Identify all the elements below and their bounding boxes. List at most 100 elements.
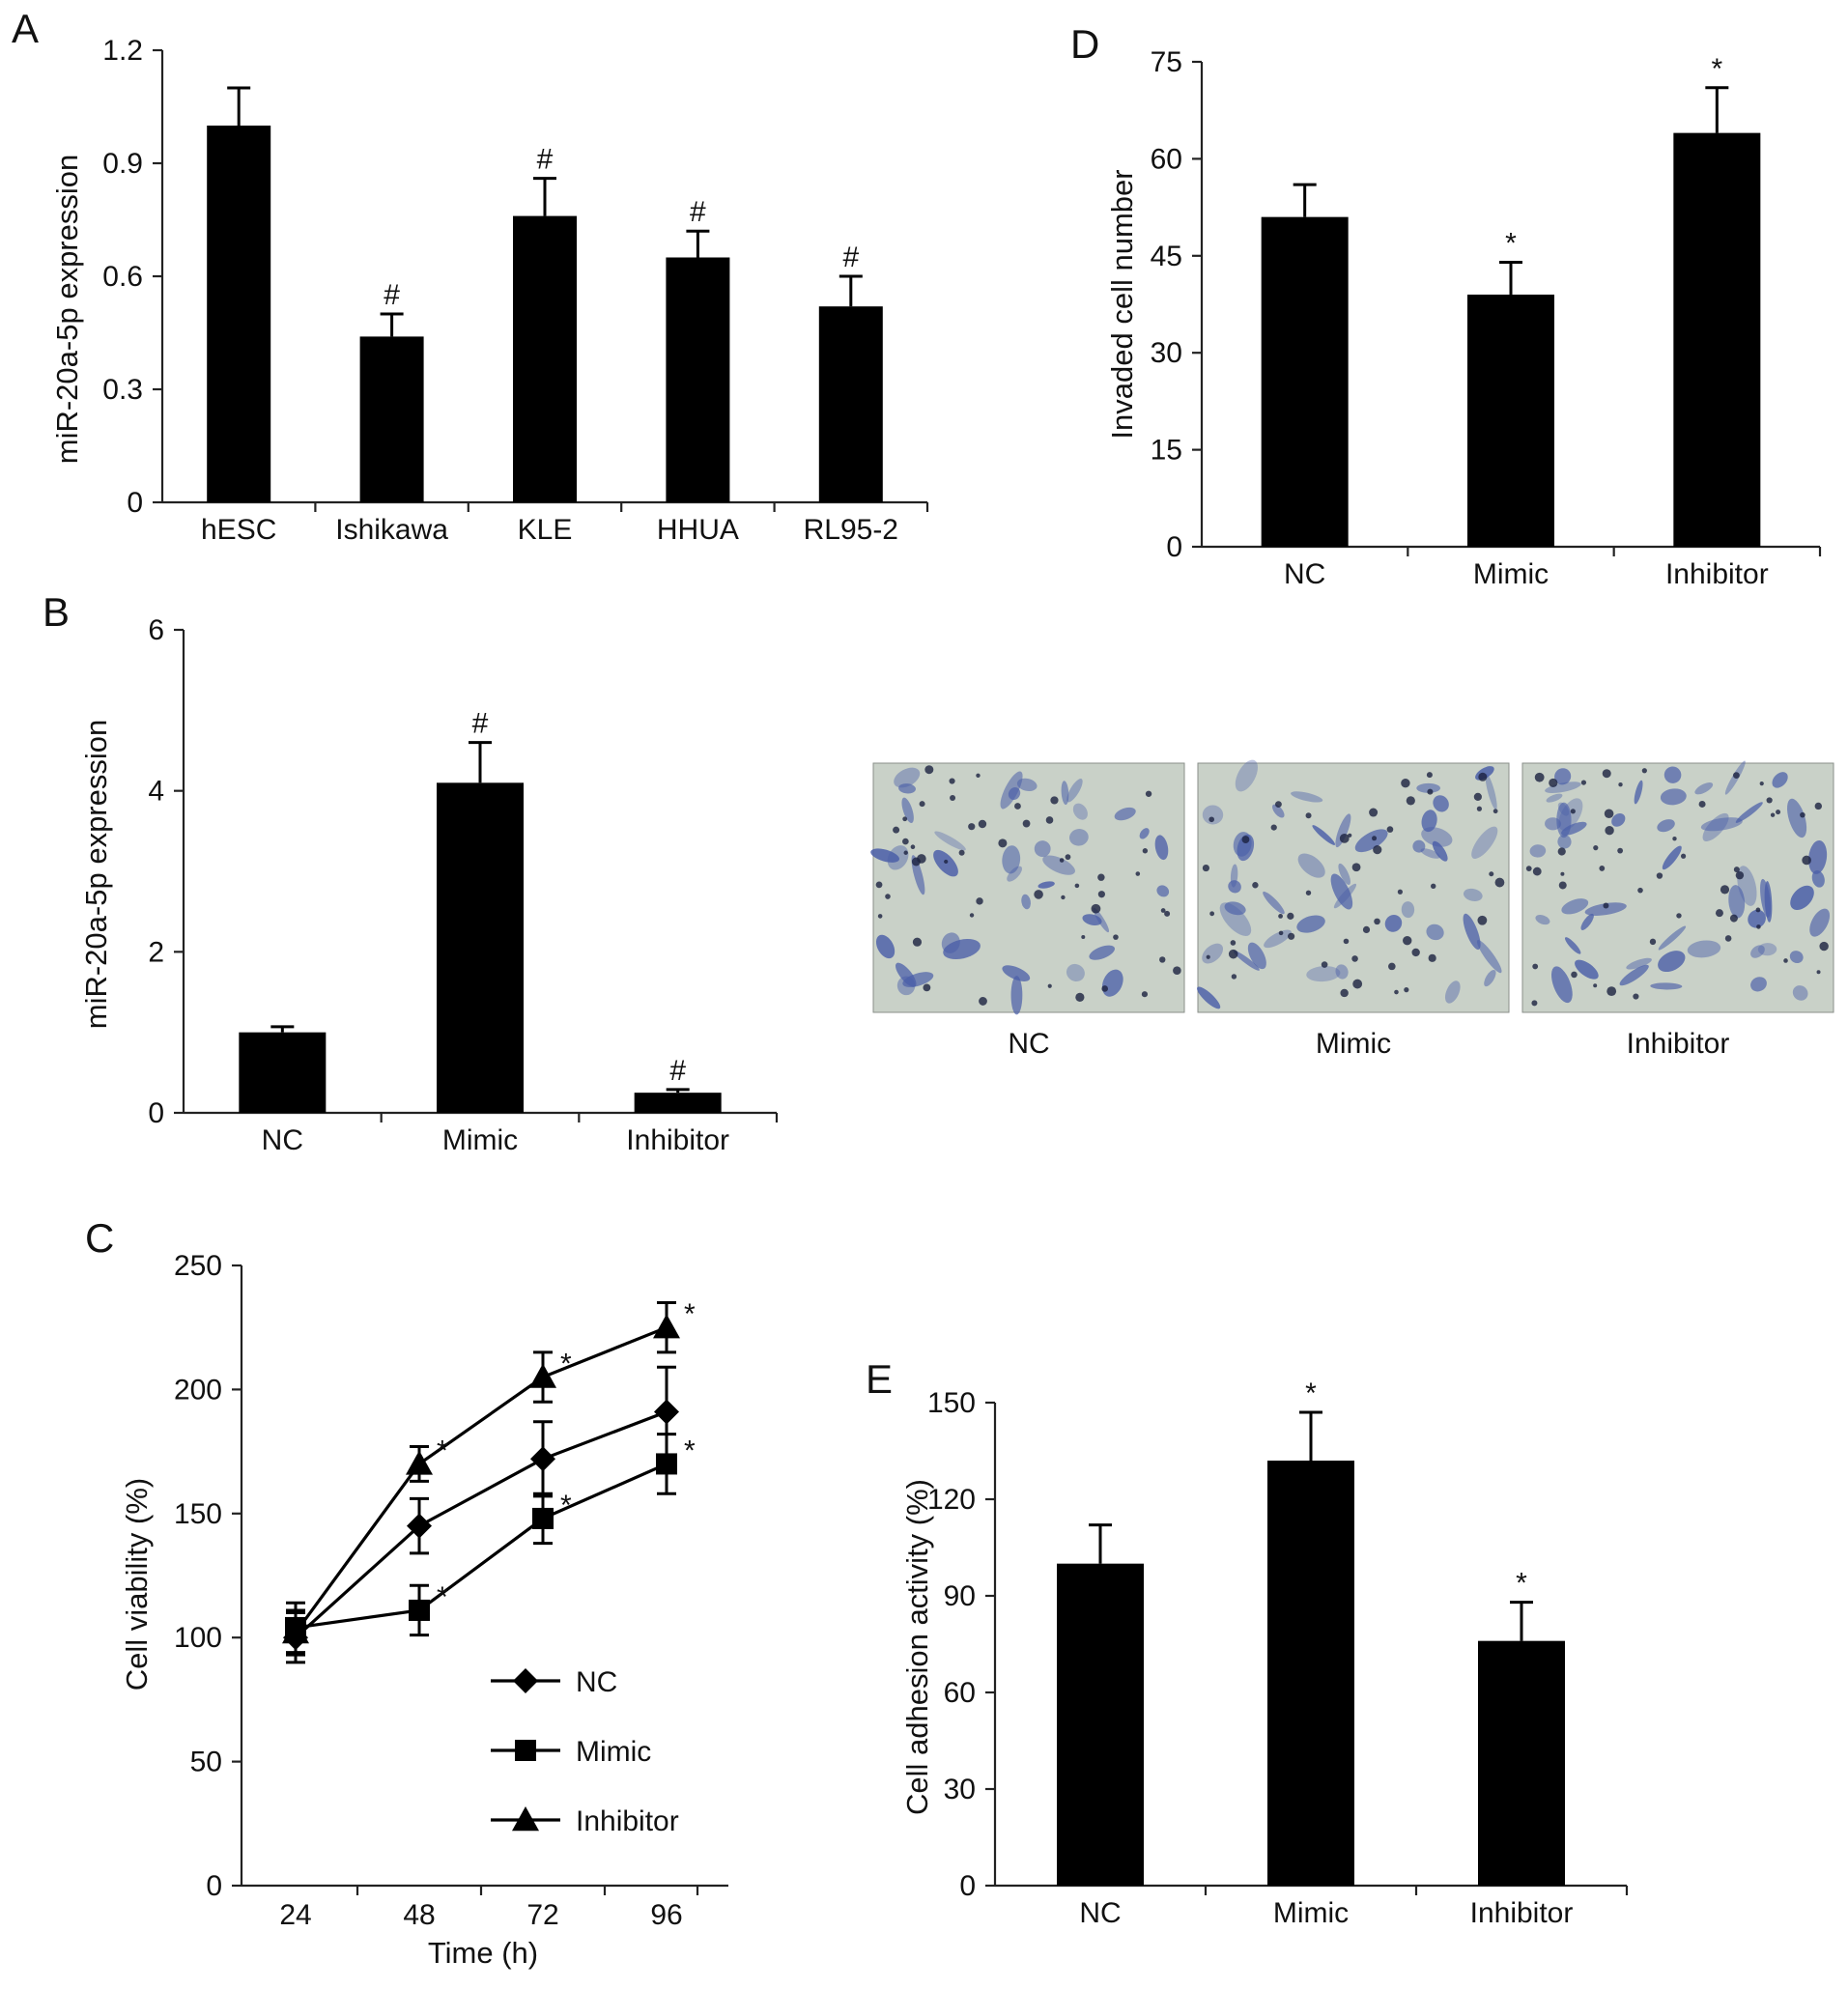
pore-dot [1113, 934, 1119, 940]
stained-cell [941, 932, 960, 953]
panel-c: C Cell viability (%) Time (h) 0 50 100 150 2… [85, 1215, 728, 1970]
micrograph-mimic: Mimic [1197, 759, 1510, 1060]
pore-dot [1160, 908, 1166, 913]
stained-cell [1658, 951, 1686, 973]
stained-cell [1034, 840, 1051, 858]
stained-cell [870, 848, 899, 863]
pore-dot [1604, 809, 1614, 819]
stained-cell [1634, 780, 1643, 805]
y-tick-label: 2 [148, 936, 164, 968]
stained-cell [1139, 828, 1150, 839]
significance-mark: * [437, 1581, 448, 1613]
significance-mark: * [684, 1298, 696, 1330]
pore-dot [1759, 781, 1764, 786]
pore-dot [1473, 792, 1482, 801]
y-axis-label: miR-20a-5p expression [79, 720, 113, 1029]
significance-mark: * [560, 1349, 572, 1380]
pore-dot [949, 778, 955, 784]
significance-mark: * [1516, 1568, 1527, 1600]
pore-dot [875, 881, 883, 889]
pore-dot [1599, 866, 1606, 871]
pore-dot [1252, 882, 1259, 889]
y-axis-label: Cell viability (%) [120, 1478, 154, 1691]
pore-dot [1680, 853, 1687, 859]
y-tick-label: 45 [1151, 241, 1182, 272]
y-tick-label: 4 [148, 776, 164, 808]
panel-letter-a: A [12, 6, 39, 51]
pore-dot [1141, 991, 1149, 998]
stained-cell [1556, 802, 1572, 838]
pore-dot [1602, 769, 1611, 779]
pore-dot [1776, 810, 1781, 815]
pore-dot [979, 997, 987, 1006]
x-tick-label: Inhibitor [626, 1124, 729, 1156]
pore-dot [1372, 836, 1378, 841]
pore-dot [1270, 824, 1277, 831]
pore-dot [1531, 1000, 1538, 1007]
micrograph-inhibitor: Inhibitor [1521, 760, 1834, 1060]
pore-dot [950, 795, 956, 802]
pore-dot [1034, 890, 1043, 899]
pore-dot [1208, 816, 1214, 823]
stained-cell [1561, 898, 1589, 915]
y-tick-label: 0.9 [102, 148, 143, 180]
pore-dot [1164, 910, 1171, 917]
stained-cell [1787, 798, 1807, 838]
x-tick-label: HHUA [657, 514, 739, 546]
y-tick-label: 90 [944, 1580, 976, 1612]
stained-cell [1432, 840, 1448, 862]
stained-cell [1042, 855, 1075, 875]
bar [513, 215, 577, 502]
stained-cell [1072, 803, 1088, 820]
stained-cell [875, 934, 896, 959]
y-tick-label: 0 [148, 1097, 164, 1129]
pore-dot [1411, 948, 1420, 957]
legend-label: Inhibitor [576, 1805, 679, 1837]
y-tick-label: 0.3 [102, 374, 143, 406]
micrograph-label: Mimic [1316, 1028, 1391, 1060]
pore-dot [1800, 811, 1805, 818]
stained-cell [1420, 848, 1440, 859]
pore-dot [1819, 941, 1829, 952]
pore-dot [1534, 772, 1545, 782]
pore-dot [1241, 836, 1250, 843]
panel-e: E Cell adhesion activity (%) 0 30 60 90 120 1… [866, 1356, 1629, 1929]
square-marker [515, 1740, 536, 1761]
pore-dot [1403, 936, 1412, 946]
y-axis-label: Invaded cell number [1105, 169, 1139, 439]
y-tick-label: 0 [127, 487, 143, 519]
stained-cell [1463, 913, 1481, 951]
pore-dot [1287, 912, 1294, 920]
pore-dot [1159, 956, 1166, 963]
micrograph-label: Inhibitor [1627, 1028, 1730, 1060]
pore-dot [1532, 867, 1542, 876]
bar [1267, 1461, 1354, 1886]
y-tick-label: 150 [174, 1498, 222, 1530]
pore-dot [1633, 993, 1639, 1000]
stained-cell [1757, 943, 1777, 956]
diamond-marker [654, 1399, 679, 1425]
pore-dot [885, 894, 891, 899]
pore-dot [1388, 962, 1396, 971]
stained-cell [1066, 963, 1085, 982]
stained-cell [1485, 774, 1497, 810]
bar [634, 1093, 722, 1113]
pore-dot [1698, 800, 1706, 808]
stained-cell [1426, 923, 1444, 941]
pore-dot [902, 816, 908, 822]
pore-dot [1733, 867, 1740, 873]
stained-cell [1233, 951, 1260, 971]
x-tick-label: Mimic [442, 1124, 518, 1156]
pore-dot [1230, 940, 1237, 946]
series-nc [283, 1365, 679, 1664]
pore-dot [969, 913, 975, 918]
y-axis-label: Cell adhesion activity (%) [900, 1479, 934, 1815]
pore-dot [1637, 887, 1643, 894]
panel-letter-c: C [85, 1215, 114, 1261]
pore-dot [1603, 902, 1609, 909]
pore-dot [1426, 772, 1433, 779]
y-tick-label: 30 [944, 1774, 976, 1805]
stained-cell [1789, 951, 1804, 964]
pore-dot [1278, 930, 1284, 936]
